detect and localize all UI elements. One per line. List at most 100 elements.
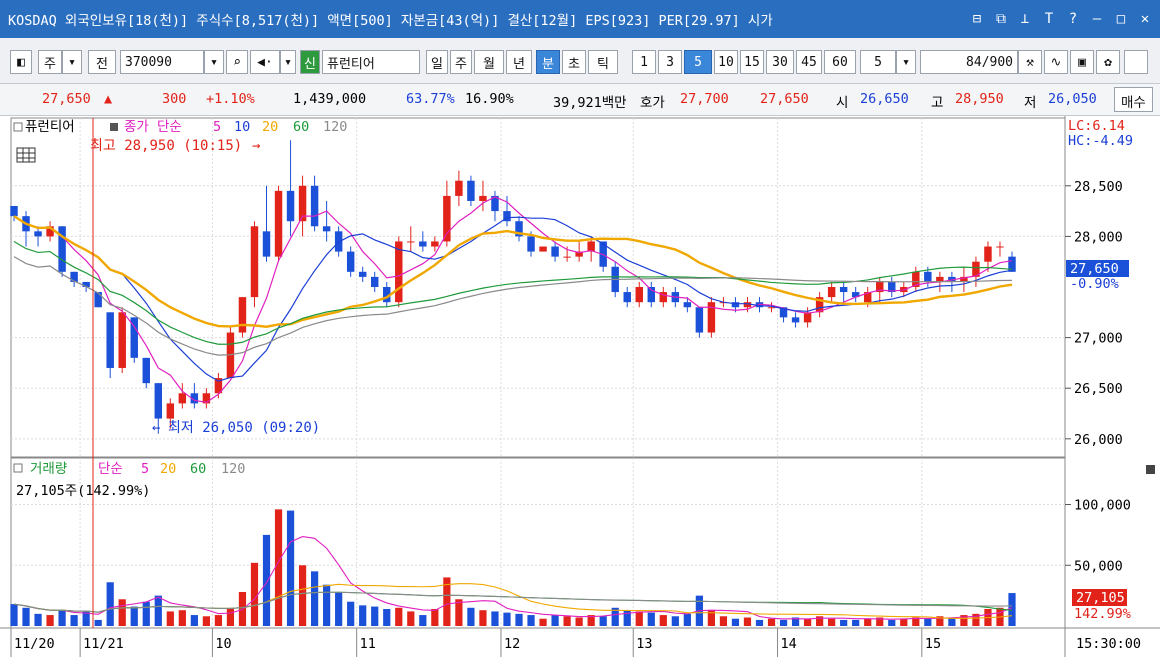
x-tick-label: 12	[504, 636, 520, 652]
last-volume-pct: 142.99%	[1074, 606, 1131, 622]
last-price-pct: -0.90%	[1070, 276, 1119, 292]
candle-body	[286, 190, 295, 222]
y-tick-label: 27,000	[1074, 331, 1123, 347]
volume-bar	[298, 565, 307, 626]
prev-button[interactable]: 전	[88, 50, 116, 74]
interval-30[interactable]: 30	[766, 50, 794, 74]
close-icon[interactable]: ✕	[1140, 11, 1150, 27]
ma120-label: 120	[323, 119, 347, 135]
panel-icon[interactable]: ◧	[10, 50, 32, 74]
gear-icon[interactable]: ✿	[1096, 50, 1120, 74]
interval-15[interactable]: 15	[740, 50, 764, 74]
maximize-icon[interactable]: □	[1116, 11, 1126, 27]
volume-bar	[515, 613, 523, 626]
speaker-dropdown-icon[interactable]: ▾	[280, 50, 296, 74]
volume-bar	[671, 616, 679, 626]
candle-body	[527, 236, 535, 252]
volume-bar	[503, 612, 511, 626]
volume-bar	[479, 610, 487, 626]
period-second[interactable]: 초	[562, 50, 586, 74]
market-select[interactable]: 주	[38, 50, 62, 74]
interval-1[interactable]: 1	[632, 50, 656, 74]
candle-body	[58, 226, 66, 272]
period-year[interactable]: 년	[506, 50, 532, 74]
interval-select[interactable]: 5	[860, 50, 896, 74]
help-icon[interactable]: ?	[1068, 11, 1078, 27]
interval-10[interactable]: 10	[714, 50, 738, 74]
text-icon[interactable]: T	[1044, 11, 1054, 27]
search-icon[interactable]: ⌕	[226, 50, 248, 74]
interval-60[interactable]: 60	[824, 50, 856, 74]
interval-3[interactable]: 3	[658, 50, 682, 74]
code-dropdown-icon[interactable]: ▾	[204, 50, 224, 74]
volume-readout: 27,105주(142.99%)	[16, 483, 150, 499]
candle-body	[238, 297, 247, 333]
time-axis: 11/20 11/21 10 11 12 13 14 15	[10, 628, 941, 657]
period-tick[interactable]: 틱	[588, 50, 618, 74]
last-volume: 27,105	[1076, 590, 1125, 606]
count-field[interactable]: 84/900	[920, 50, 1018, 74]
save-icon[interactable]: ▣	[1070, 50, 1094, 74]
line-tool-icon[interactable]: ∿	[1044, 50, 1068, 74]
y-tick-label: 28,000	[1074, 229, 1123, 245]
new-listing-badge: 신	[300, 50, 320, 74]
vma5-line	[13, 536, 1013, 620]
interval-dropdown-icon[interactable]: ▾	[896, 50, 916, 74]
copy-icon[interactable]: ⧉	[996, 11, 1006, 27]
candle-body	[346, 251, 355, 272]
pin-icon[interactable]: ⊥	[1020, 11, 1030, 27]
checkbox[interactable]	[1124, 50, 1148, 74]
candle-body	[383, 287, 391, 303]
collapse-icon[interactable]	[1146, 465, 1155, 474]
ratio-2: 16.90%	[465, 91, 514, 107]
left-arrow-icon: ←	[152, 420, 160, 436]
candle-body	[659, 292, 668, 303]
candle-body	[310, 185, 319, 227]
interval-45[interactable]: 45	[796, 50, 822, 74]
y-tick-label: 100,000	[1074, 498, 1131, 514]
period-week[interactable]: 주	[450, 50, 472, 74]
volume-bar	[34, 613, 42, 626]
candle-body	[166, 403, 175, 419]
ma60-line	[13, 240, 1013, 345]
chart-area: 퓨런티어 종가 단순 5 10 20 60 120 최고 28,950 (10:…	[0, 116, 1160, 657]
volume-bar	[286, 510, 295, 626]
volume-bar	[864, 618, 872, 626]
period-month[interactable]: 월	[474, 50, 504, 74]
volume-bar	[455, 599, 463, 626]
speaker-icon[interactable]: ◀︎·	[250, 50, 280, 74]
period-day[interactable]: 일	[426, 50, 448, 74]
stock-code-input[interactable]: 370090	[120, 50, 204, 74]
candle-body	[767, 307, 776, 309]
candle-body	[695, 307, 704, 333]
interval-5[interactable]: 5	[684, 50, 712, 74]
candle-body	[563, 256, 571, 258]
title-bar: KOSDAQ 외국인보유[18(천)] 주식수[8,517(천)] 액면[500…	[0, 0, 1160, 38]
candle-body	[322, 226, 331, 232]
restore-icon[interactable]: ⊟	[972, 11, 982, 27]
chevron-down-icon[interactable]: ▾	[62, 50, 82, 74]
ask-price: 27,700	[680, 91, 729, 107]
ma10-line	[13, 215, 1013, 382]
candle-body	[539, 246, 547, 252]
volume-bar	[659, 615, 667, 626]
volume-bar	[840, 619, 848, 626]
time-label: 15:30:00	[1076, 636, 1141, 652]
candle-body	[467, 180, 475, 201]
candle-body	[839, 287, 848, 293]
period-minute[interactable]: 분	[536, 50, 560, 74]
volume-bar	[262, 534, 271, 626]
buy-button[interactable]: 매수	[1114, 87, 1153, 112]
candle-body	[707, 302, 716, 333]
volume-bar	[70, 615, 78, 626]
volume-bar	[383, 608, 391, 626]
x-tick-label: 11	[360, 636, 376, 652]
change-percent: +1.10%	[206, 91, 255, 107]
x-tick-label: 11/21	[83, 636, 124, 652]
volume-bar	[948, 617, 956, 626]
y-tick-label: 50,000	[1074, 558, 1123, 574]
minimize-icon[interactable]: —	[1092, 11, 1102, 27]
candle-body	[863, 292, 872, 303]
indicator-icon[interactable]: ⚒	[1018, 50, 1042, 74]
candle-body	[551, 246, 559, 257]
